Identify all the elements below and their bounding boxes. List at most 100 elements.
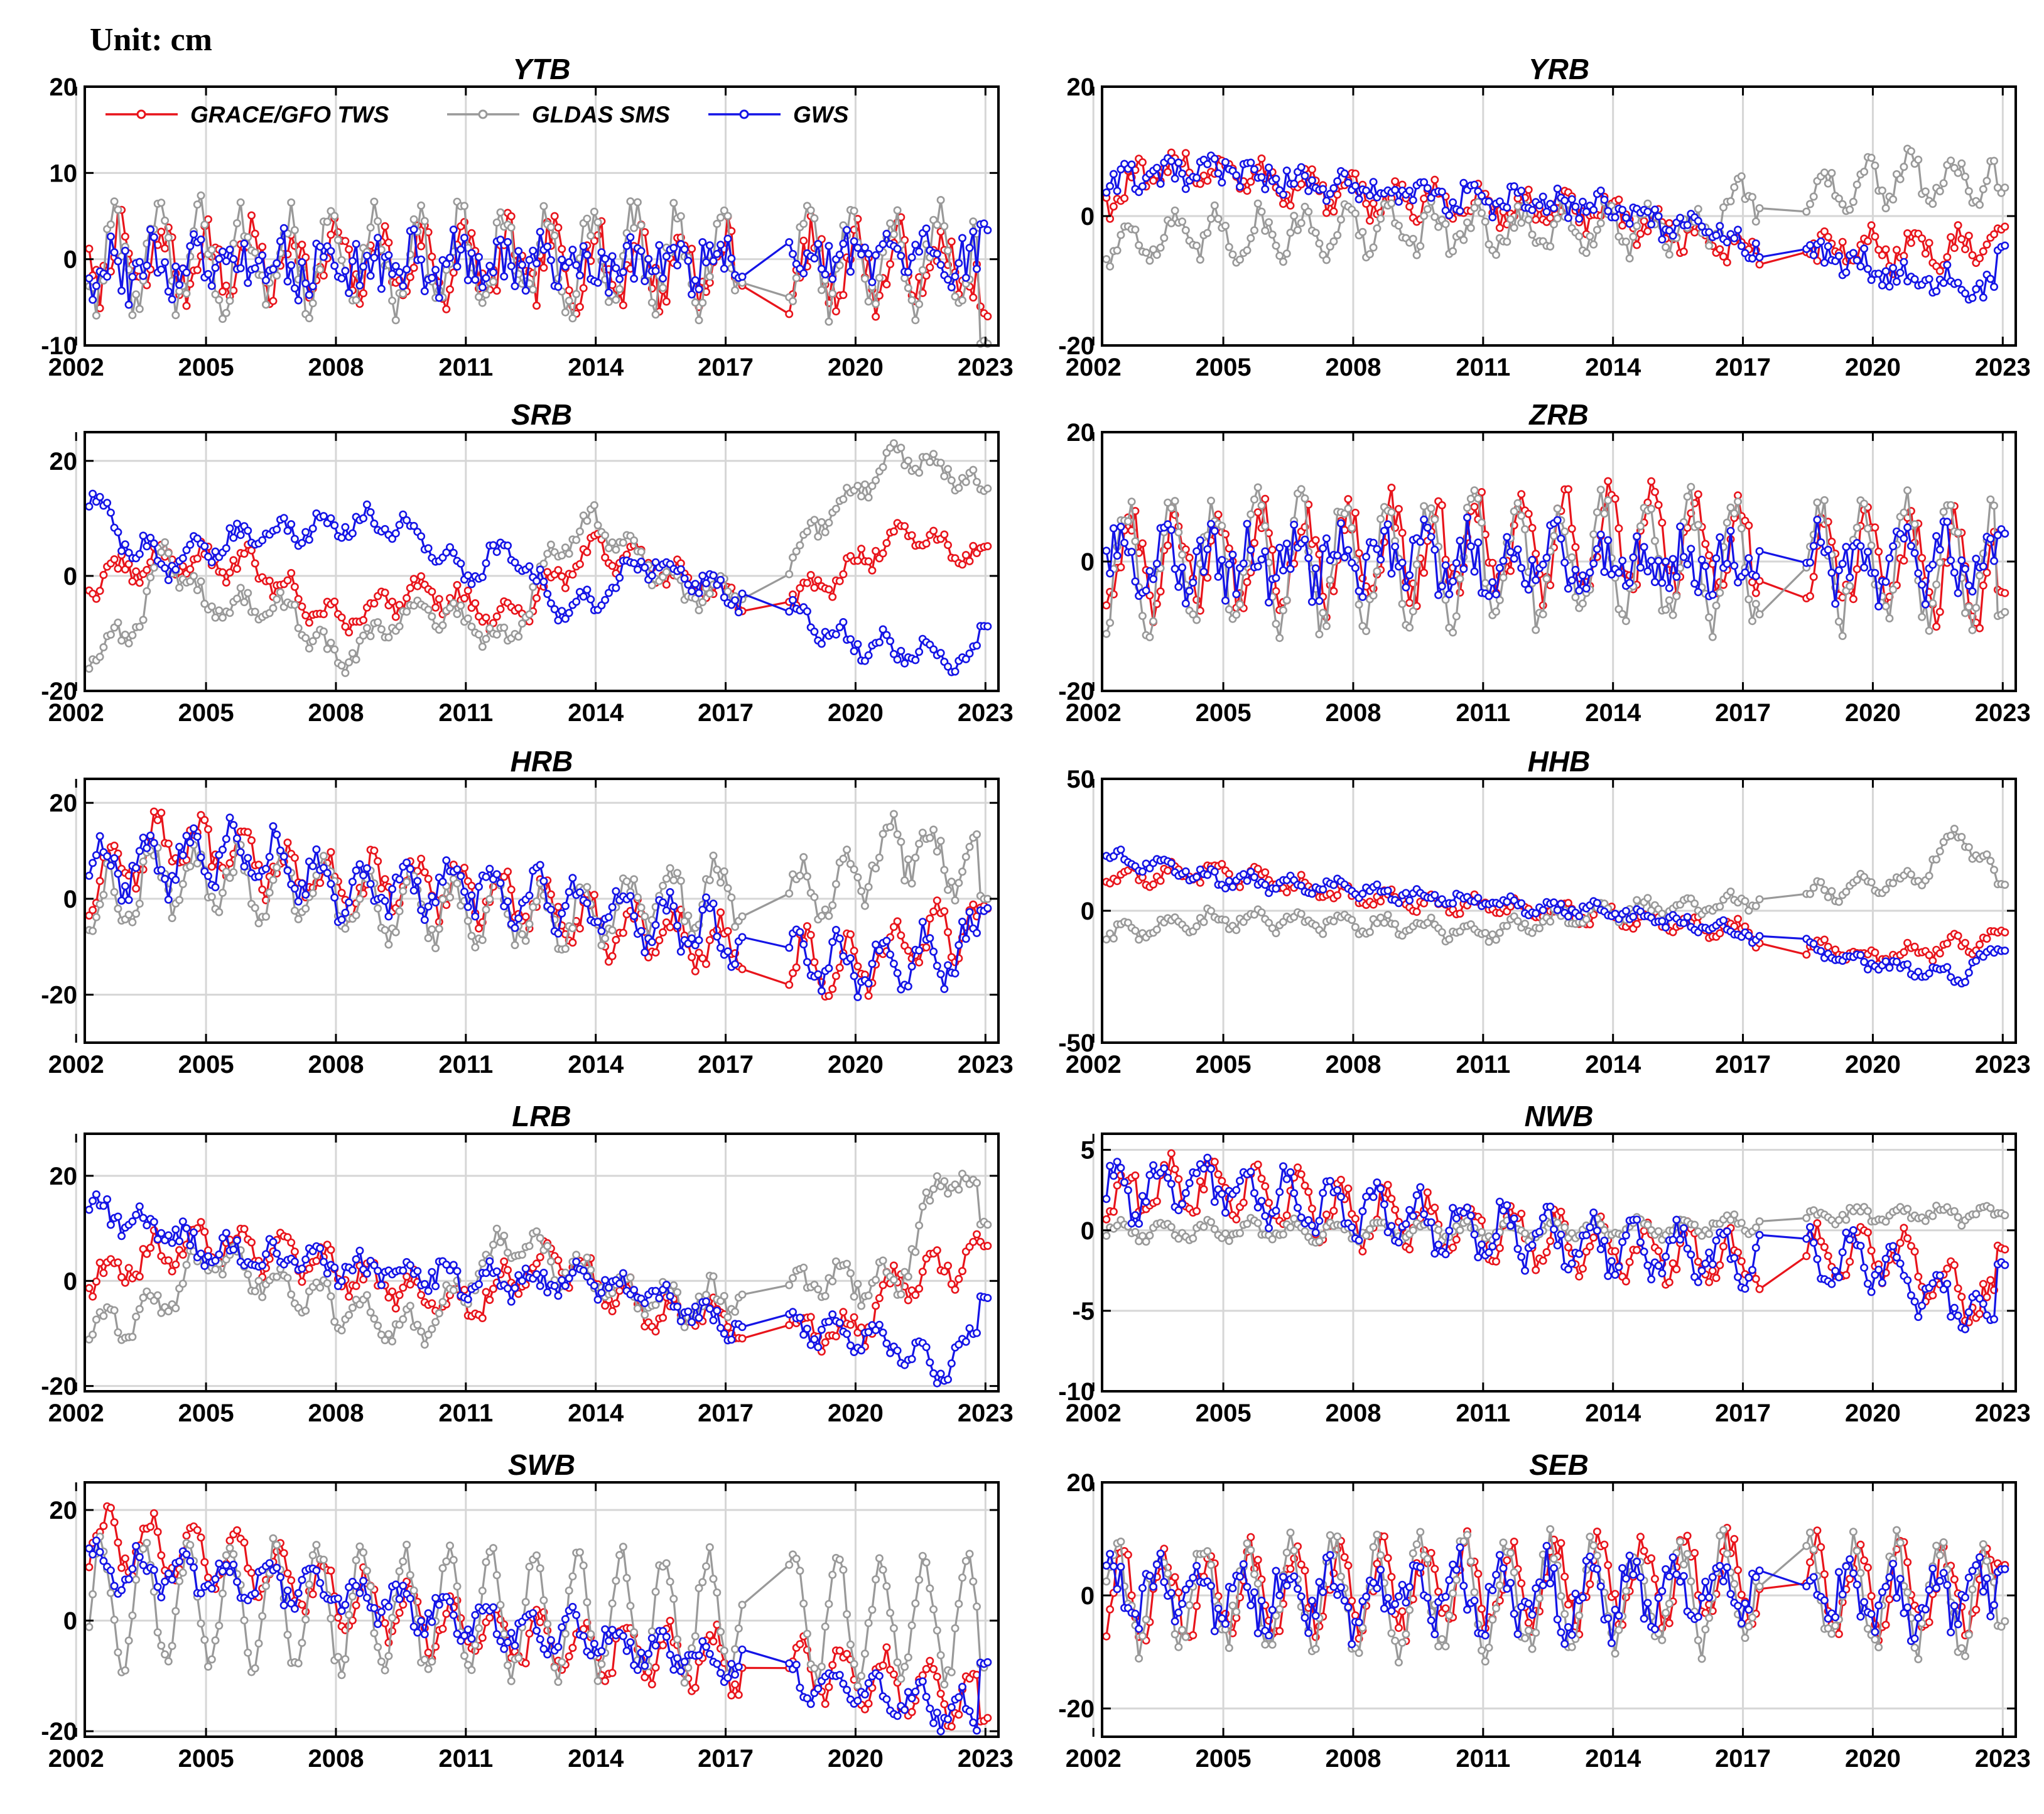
data-point <box>1171 497 1179 506</box>
data-point <box>897 931 906 940</box>
panel-title: YTB <box>513 53 571 85</box>
data-point <box>287 1290 296 1299</box>
data-point <box>532 594 541 602</box>
data-point <box>283 1274 292 1283</box>
data-point <box>1261 881 1270 889</box>
data-point <box>1282 539 1291 548</box>
data-point <box>1387 508 1396 517</box>
data-point <box>1456 230 1464 239</box>
data-point <box>1744 521 1753 530</box>
data-point <box>377 285 386 293</box>
data-point <box>146 225 155 234</box>
data-point <box>713 219 722 228</box>
data-point <box>114 257 122 266</box>
data-point <box>1171 206 1179 215</box>
data-point <box>1456 910 1464 918</box>
data-point <box>612 295 620 304</box>
data-point <box>583 214 592 223</box>
data-point <box>817 987 826 996</box>
data-point <box>1918 580 1927 589</box>
data-point <box>1582 249 1591 258</box>
data-point <box>1214 214 1223 223</box>
data-point <box>428 587 436 596</box>
data-point <box>1809 572 1818 581</box>
data-point <box>366 1308 375 1317</box>
data-point <box>713 249 722 258</box>
data-point <box>1430 212 1439 221</box>
y-tick-label: 20 <box>50 448 78 475</box>
data-point <box>460 594 468 603</box>
data-point <box>1976 254 1984 263</box>
data-point <box>915 300 924 308</box>
data-point <box>864 883 873 891</box>
data-point <box>886 637 895 646</box>
data-point <box>806 206 815 215</box>
data-point <box>1156 179 1165 188</box>
data-point <box>236 584 245 592</box>
data-point <box>1279 199 1288 208</box>
data-point <box>1730 509 1739 518</box>
data-point <box>1470 502 1479 511</box>
data-point <box>1452 558 1461 567</box>
data-point <box>1149 617 1158 626</box>
data-point <box>1874 547 1883 556</box>
y-tick-label: 20 <box>50 790 78 817</box>
data-point <box>85 665 94 673</box>
data-point <box>251 264 259 273</box>
data-point <box>583 1253 592 1262</box>
data-point <box>319 627 328 636</box>
data-point <box>1300 171 1309 180</box>
data-point <box>1117 563 1125 572</box>
data-point <box>399 290 408 298</box>
data-point <box>965 244 974 253</box>
data-point <box>388 1287 397 1296</box>
data-point <box>969 1237 978 1246</box>
data-point <box>904 855 912 864</box>
data-point <box>1910 274 1919 283</box>
data-point <box>359 616 368 624</box>
data-point <box>500 1231 509 1240</box>
data-point <box>1488 213 1497 222</box>
data-point <box>1589 240 1598 249</box>
data-point <box>1954 278 1962 287</box>
data-point <box>193 200 202 209</box>
data-point <box>207 602 216 611</box>
data-point <box>435 925 443 933</box>
data-point <box>1481 928 1490 937</box>
data-point <box>1968 293 1977 302</box>
data-point <box>1564 485 1572 494</box>
data-point <box>327 1246 335 1254</box>
data-point <box>1939 508 1948 516</box>
data-point <box>254 1276 263 1285</box>
data-point <box>341 668 350 677</box>
data-point <box>453 262 462 271</box>
data-point <box>796 541 804 550</box>
data-point <box>983 484 992 493</box>
data-point <box>872 864 880 873</box>
data-point <box>132 567 141 576</box>
data-point <box>258 251 267 260</box>
data-point <box>637 926 646 935</box>
data-point <box>1272 929 1280 938</box>
data-point <box>568 246 577 254</box>
data-point <box>251 248 259 257</box>
data-point <box>218 315 227 323</box>
data-point <box>1935 847 1944 855</box>
data-point <box>265 852 274 861</box>
data-point <box>1416 242 1425 251</box>
data-point <box>132 864 141 872</box>
data-point <box>1834 617 1843 626</box>
data-point <box>391 1304 400 1313</box>
data-point <box>1192 616 1201 624</box>
data-point <box>691 967 700 975</box>
data-point <box>301 279 310 288</box>
data-point <box>1513 545 1522 554</box>
data-point <box>424 874 433 883</box>
data-point <box>799 236 808 245</box>
data-point <box>1596 530 1605 539</box>
data-point <box>99 1312 108 1320</box>
data-point <box>1138 182 1147 191</box>
data-point <box>1265 218 1273 227</box>
data-point <box>290 884 299 893</box>
data-point <box>388 296 397 305</box>
